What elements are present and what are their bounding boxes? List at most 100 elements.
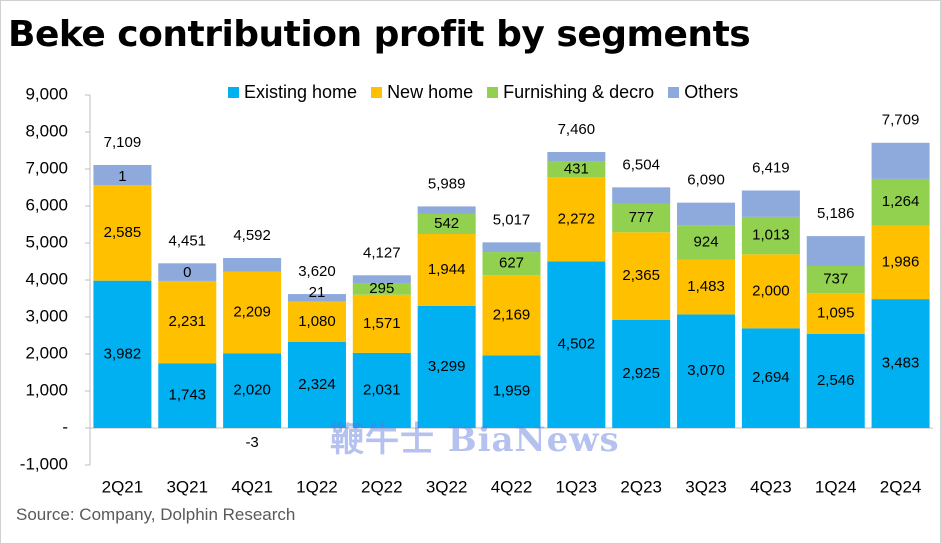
bar-segment-others xyxy=(741,190,800,217)
data-label: 1,080 xyxy=(298,313,336,330)
legend-label-others: Others xyxy=(684,82,739,102)
data-label: 924 xyxy=(694,233,719,250)
bar-segment-new-home xyxy=(93,185,152,281)
y-tick-label: 1,000 xyxy=(25,380,68,399)
bar-segment-existing-home xyxy=(417,305,476,428)
x-tick-label: 4Q23 xyxy=(750,477,792,496)
bar-segment-new-home xyxy=(547,177,606,262)
x-tick-label: 1Q24 xyxy=(815,477,857,496)
x-tick-label: 1Q22 xyxy=(296,477,338,496)
data-label: 2,324 xyxy=(298,376,336,393)
y-tick-label: - xyxy=(62,417,68,436)
bar-segment-furnishing-decro xyxy=(482,252,541,276)
total-label: 4,592 xyxy=(233,227,271,244)
bar-segment-others xyxy=(482,242,541,253)
data-label: 1,986 xyxy=(882,253,920,270)
legend-swatch-new-home xyxy=(371,87,383,98)
data-label: 2,546 xyxy=(817,372,855,389)
bar-segment-others xyxy=(93,164,152,185)
data-label: 1,571 xyxy=(363,315,401,332)
legend-label-furnishing: Furnishing & decro xyxy=(503,82,655,102)
legend-item-existing-home: Existing home xyxy=(228,82,357,103)
bar-segment-new-home xyxy=(158,280,217,364)
bar-segment-existing-home xyxy=(287,342,346,428)
data-label: 2,272 xyxy=(558,210,596,227)
y-tick-label: -1,000 xyxy=(20,454,68,473)
data-label: -3 xyxy=(245,434,258,451)
x-tick-label: 1Q23 xyxy=(556,477,598,496)
bar-segment-furnishing-decro xyxy=(417,213,476,235)
bar-segment-new-home xyxy=(482,275,541,356)
data-label: 1,944 xyxy=(428,261,466,278)
bar-segment-new-home xyxy=(677,259,736,315)
total-label: 5,186 xyxy=(817,205,855,222)
data-label: 2,365 xyxy=(622,267,660,284)
bar-segment-others xyxy=(871,142,930,179)
bar-segment-furnishing-decro xyxy=(287,301,346,303)
data-label: 3,070 xyxy=(687,362,725,379)
bar-segment-new-home xyxy=(352,294,411,353)
data-label: 1,483 xyxy=(687,278,725,295)
bar-segment-new-home xyxy=(417,234,476,306)
legend-item-new-home: New home xyxy=(371,82,473,103)
data-label: 21 xyxy=(309,284,326,301)
total-label: 5,017 xyxy=(493,211,531,228)
bar-segment-existing-home xyxy=(806,333,865,428)
data-label: 2,209 xyxy=(233,303,271,320)
bar-segment-new-home xyxy=(871,225,930,300)
total-label: 7,709 xyxy=(882,112,920,129)
y-tick-label: 7,000 xyxy=(25,158,68,177)
data-label: 2,169 xyxy=(493,306,531,323)
x-tick-label: 2Q24 xyxy=(880,477,922,496)
total-label: 5,989 xyxy=(428,175,466,192)
data-label: 1,013 xyxy=(752,227,790,244)
bar-segment-others xyxy=(352,275,411,284)
x-tick-label: 3Q22 xyxy=(426,477,468,496)
bar-segment-existing-home xyxy=(871,299,930,428)
legend-item-furnishing: Furnishing & decro xyxy=(487,82,654,103)
bar-segment-furnishing-decro xyxy=(871,178,930,226)
y-tick-label: 9,000 xyxy=(25,84,68,103)
legend-label-existing-home: Existing home xyxy=(244,82,358,102)
x-tick-label: 4Q21 xyxy=(231,477,273,496)
chart-title: Beke contribution profit by segments xyxy=(8,14,751,55)
legend-label-new-home: New home xyxy=(387,82,474,102)
total-label: 6,419 xyxy=(752,159,790,176)
bar-segment-new-home xyxy=(741,254,800,329)
y-tick-label: 4,000 xyxy=(25,269,68,288)
data-label: 777 xyxy=(629,209,654,226)
data-label: 3,299 xyxy=(428,358,466,375)
x-tick-label: 2Q21 xyxy=(102,477,144,496)
data-label: 431 xyxy=(564,160,589,177)
data-label: 3,483 xyxy=(882,355,920,372)
data-label: 2,925 xyxy=(622,365,660,382)
bar-segment-existing-home xyxy=(677,314,736,428)
data-label: 2,231 xyxy=(168,313,206,330)
data-label: 627 xyxy=(499,255,524,272)
data-label: 1,095 xyxy=(817,305,855,322)
total-label: 7,109 xyxy=(104,134,142,151)
y-tick-label: 8,000 xyxy=(25,121,68,140)
bar-segment-existing-home xyxy=(158,363,217,428)
data-label: 2,020 xyxy=(233,382,271,399)
data-label: 1,743 xyxy=(168,387,206,404)
x-tick-label: 3Q21 xyxy=(166,477,208,496)
legend-swatch-existing-home xyxy=(228,87,239,98)
bar-segment-others xyxy=(287,294,346,302)
bar-segment-new-home xyxy=(806,293,865,334)
bar-segment-others xyxy=(612,187,671,204)
bar-segment-existing-home xyxy=(223,353,282,428)
legend: Existing home New home Furnishing & decr… xyxy=(228,82,738,103)
x-tick-label: 4Q22 xyxy=(491,477,533,496)
y-tick-label: 5,000 xyxy=(25,232,68,251)
bar-segment-others xyxy=(547,151,606,162)
bar-segment-others xyxy=(158,263,217,281)
legend-item-others: Others xyxy=(668,82,738,103)
data-label: 295 xyxy=(369,280,394,297)
data-label: 737 xyxy=(823,271,848,288)
bar-segment-others xyxy=(806,236,865,267)
bar-segment-new-home xyxy=(287,302,346,343)
watermark-logo: 鞭牛士 BiaNews xyxy=(330,420,620,460)
x-tick-label: 2Q23 xyxy=(620,477,662,496)
